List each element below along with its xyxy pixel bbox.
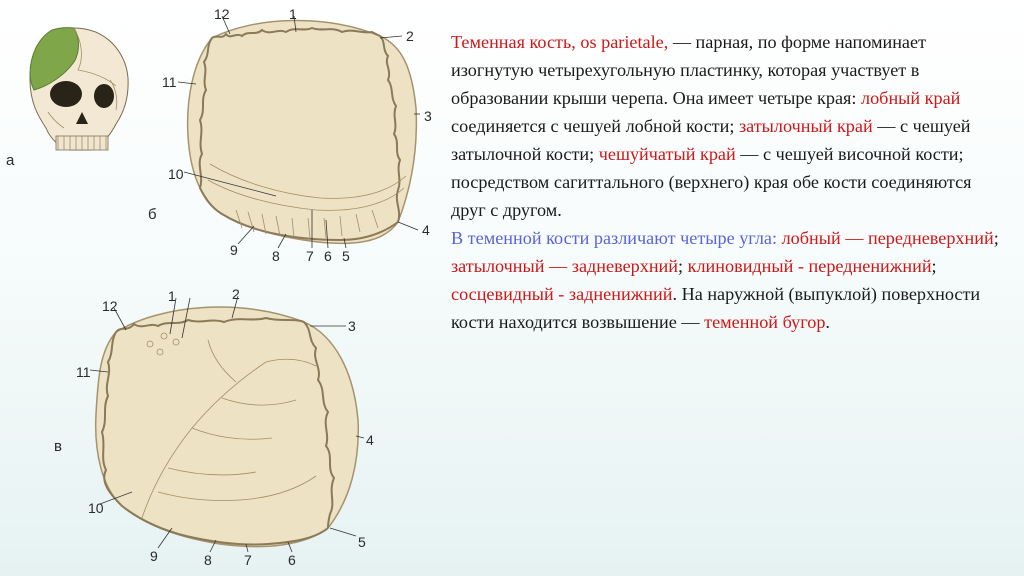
parietal-inner-illustration (72, 288, 372, 560)
num-v-7: 7 (244, 552, 252, 568)
num-b-9: 9 (230, 242, 238, 258)
num-b-7: 7 (306, 248, 314, 264)
figure-column: а 1 2 3 4 5 6 7 8 9 10 11 12 (0, 0, 445, 576)
num-b-1: 1 (289, 6, 297, 22)
num-v-10: 10 (88, 500, 104, 516)
num-b-5: 5 (342, 248, 350, 264)
paragraph-2: В теменной кости различают четыре угла: … (451, 224, 1006, 336)
text-column: Теменная кость, os parietale, — парная, … (445, 0, 1024, 576)
occipital-edge: затылочный край (739, 116, 873, 136)
num-v-5: 5 (358, 534, 366, 550)
angle-4: сосцевидный - задненижний (451, 284, 672, 304)
sep3: ; (932, 256, 937, 276)
num-b-10: 10 (168, 166, 184, 182)
num-v-4: 4 (366, 432, 374, 448)
num-b-4: 4 (422, 222, 430, 238)
title-term: Теменная кость, os parietale, (451, 32, 668, 52)
angle-1: лобный — передневерхний (782, 228, 994, 248)
num-v-12: 12 (102, 298, 118, 314)
num-b-6: 6 (324, 248, 332, 264)
num-v-3: 3 (348, 318, 356, 334)
num-b-11: 11 (162, 74, 177, 90)
num-v-8: 8 (204, 552, 212, 568)
num-v-6: 6 (288, 552, 296, 568)
p2c: . (825, 312, 830, 332)
num-v-1a: 1 (168, 288, 176, 304)
paragraph-1: Теменная кость, os parietale, — парная, … (451, 28, 1006, 224)
label-v: в (54, 438, 62, 455)
angle-3: клиновидный - передненижний (688, 256, 932, 276)
num-v-9: 9 (150, 548, 158, 564)
tuber: теменной бугор (704, 312, 825, 332)
label-a: а (6, 152, 14, 169)
label-b: б (148, 206, 157, 223)
p1b: соединяется с чешуей лобной кости; (451, 116, 739, 136)
num-v-11: 11 (76, 364, 91, 380)
num-b-2: 2 (406, 28, 414, 44)
num-b-8: 8 (272, 248, 280, 264)
sep2: ; (678, 256, 688, 276)
num-b-3: 3 (424, 108, 432, 124)
skull-illustration (8, 16, 140, 164)
sep1: ; (994, 228, 999, 248)
num-b-12: 12 (214, 6, 230, 22)
p2-intro: В теменной кости различают четыре угла: (451, 228, 777, 248)
parietal-outer-illustration (166, 10, 428, 256)
angle-2: затылочный — задневерхний (451, 256, 678, 276)
frontal-edge: лобный край (861, 88, 960, 108)
num-v-2: 2 (232, 286, 240, 302)
squamous-edge: чешуйчатый край (599, 144, 736, 164)
